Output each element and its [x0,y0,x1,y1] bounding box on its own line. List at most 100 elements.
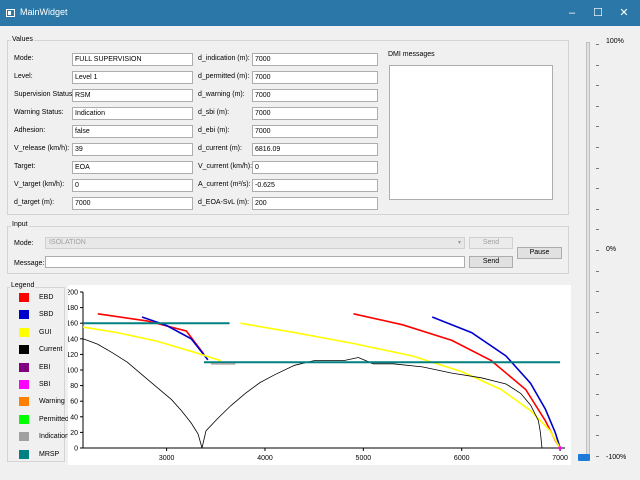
legend-swatch [19,345,29,355]
y-tick-label: 140 [68,336,78,343]
values-left-field[interactable]: RSM [72,89,193,102]
series-line-gui [240,322,561,449]
legend-swatch [19,397,29,407]
values-left-field[interactable]: 7000 [72,197,193,210]
legend-swatch [19,310,29,320]
values-right-field[interactable]: 7000 [252,53,378,66]
x-tick-label: 7000 [552,455,568,462]
slider-tick [596,435,599,437]
window-titlebar: MainWidget – ☐ ✕ [0,0,640,26]
values-right-field[interactable]: 6816.09 [252,143,378,156]
legend-label: Indication [39,433,69,441]
values-left-label: V_release (km/h): [14,145,70,152]
values-right-label: d_ebi (m): [198,127,230,134]
slider-bottom-label: -100% [606,454,627,461]
values-left-label: Mode: [14,55,34,62]
legend-swatch [19,449,29,459]
close-button[interactable]: ✕ [619,7,629,19]
legend-swatch [19,293,29,302]
slider-tick [596,229,599,231]
values-right-field[interactable]: 7000 [252,107,378,120]
legend-items: EBD SBD GUI Current EBI SBI Warning Permitted In… [14,292,69,462]
x-tick-label: 6000 [454,455,470,462]
pause-button[interactable]: Pause [517,247,562,259]
slider-tick [596,353,599,354]
values-right-field[interactable]: -0.625 [252,179,378,192]
values-left-field[interactable]: FULL SUPERVISION [72,53,193,66]
legend-label: Current [39,346,63,354]
chevron-down-icon: ▾ [457,240,461,246]
message-label: Message: [14,260,45,267]
dmi-messages-list[interactable] [389,65,553,200]
values-right-label: d_indication (m): [198,55,250,62]
legend-swatch [19,380,29,389]
input-group [7,226,569,274]
window-title: MainWidget [20,7,68,17]
values-left-label: Supervision Status: [14,91,75,98]
chart-area: 0 20 40 60 80 100 120 140 160 180 200 3000 4000 5000 6… [66,285,571,465]
legend-label: Permitted [39,415,69,423]
y-tick-label: 60 [70,399,78,406]
series-line-sbd [141,316,209,361]
values-left-field[interactable]: 39 [72,143,193,156]
slider-tick [596,64,599,66]
values-right-label: d_permitted (m): [198,73,250,80]
series-line-gui [82,326,221,362]
legend-title: Legend [10,282,36,289]
legend-label: EBI [39,363,51,371]
slider-tick [596,208,599,210]
values-left-field[interactable]: false [72,125,193,138]
values-left-label: d_target (m): [14,199,55,206]
values-right-label: d_warning (m): [198,91,245,98]
slider-tick [596,394,599,396]
slider-tick [596,126,599,128]
values-right-label: A_current (m²/s): [198,181,251,188]
speed-distance-chart: 0 20 40 60 80 100 120 140 160 180 200 3000 4000 5000 6… [66,290,568,463]
y-tick-label: 120 [68,352,78,359]
send-message-button[interactable]: Send [469,256,513,268]
dmi-messages-label: DMI messages [388,51,435,58]
legend-label: SBD [39,311,54,319]
maximize-button[interactable]: ☐ [593,7,603,19]
y-tick-label: 40 [70,414,78,421]
values-left-field[interactable]: 0 [72,179,193,192]
values-left-label: Warning Status: [14,109,64,116]
values-left-field[interactable]: Indication [72,107,193,120]
values-right-field[interactable]: 7000 [252,89,378,102]
minimize-button[interactable]: – [568,7,576,19]
y-tick-label: 200 [68,290,78,297]
send-mode-button[interactable]: Send [469,237,513,249]
values-left-label: Target: [14,163,36,170]
mode-select-value: ISOLATION [49,239,86,246]
values-right-field[interactable]: 200 [252,197,378,210]
slider-tick [596,373,599,375]
legend-label: SBI [39,381,51,388]
x-tick-label: 4000 [257,455,273,462]
values-left-label: Adhesion: [14,127,46,134]
slider-tick [596,85,599,87]
slider-tick [596,105,599,107]
x-tick-label: 5000 [356,455,372,462]
values-right-label: d_sbi (m): [198,109,230,116]
values-right-field[interactable]: 0 [252,161,378,174]
slider-tick [596,311,599,313]
values-left-field[interactable]: EOA [72,161,193,174]
legend-label: Warning [39,398,65,406]
slider-track[interactable] [586,42,590,460]
slider-handle[interactable] [578,454,590,461]
mode-label: Mode: [14,240,34,247]
slider-tick [596,270,599,272]
series-line-current [82,338,203,449]
values-group [7,40,569,215]
legend-swatch [19,362,29,372]
mode-select[interactable]: ISOLATION ▾ [45,237,465,249]
series-line-current [201,357,543,449]
slider-tick [596,147,599,148]
message-input[interactable] [45,256,465,268]
values-left-field[interactable]: Level 1 [72,71,193,84]
values-right-label: d_EOA-SvL (m): [198,199,250,206]
legend-label: MRSP [39,450,60,458]
input-group-title: Input [11,221,29,228]
values-right-field[interactable]: 7000 [252,125,378,138]
values-right-field[interactable]: 7000 [252,71,378,84]
